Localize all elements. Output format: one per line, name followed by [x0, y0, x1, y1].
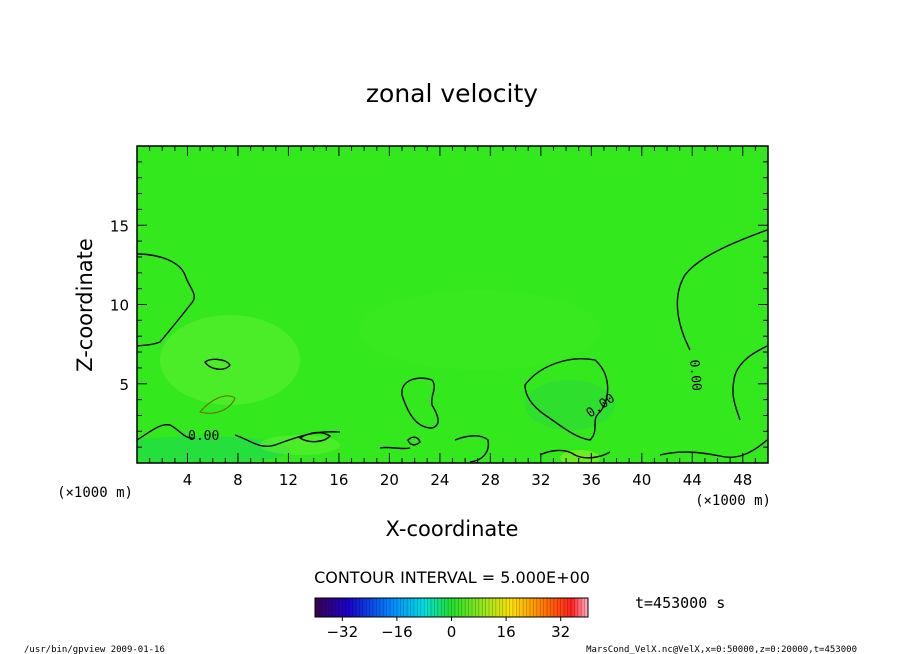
- contour-line: [732, 345, 768, 421]
- y-tick-label: 5: [119, 376, 129, 394]
- x-tick-label: 8: [233, 471, 243, 489]
- x-tick-label: 48: [733, 471, 752, 489]
- footer-right: MarsCond_VelX.nc@VelX,x=0:50000,z=0:2000…: [586, 645, 857, 654]
- chart-title: zonal velocity: [366, 79, 538, 108]
- x-tick-label: 24: [430, 471, 449, 489]
- x-tick-label: 36: [582, 471, 601, 489]
- y-axis: 5 10 15: [110, 145, 768, 464]
- colorbar-tick-label: −32: [326, 623, 358, 641]
- contour-lines: [137, 229, 768, 463]
- y-tick-label: 10: [110, 297, 129, 315]
- x-unit-label: (×1000 m): [695, 493, 771, 509]
- y-axis-label: Z-coordinate: [73, 238, 97, 372]
- x-tick-label: 20: [380, 471, 399, 489]
- contour-line: [454, 435, 490, 463]
- x-tick-label: 12: [279, 471, 298, 489]
- time-label: t=453000 s: [635, 594, 725, 612]
- field-patch: [160, 315, 300, 405]
- x-tick-label: 28: [481, 471, 500, 489]
- contour-line: [676, 229, 768, 351]
- x-tick-label: 4: [183, 471, 193, 489]
- field-patch: [360, 290, 600, 370]
- x-tick-label: 40: [632, 471, 651, 489]
- contour-line: [199, 395, 236, 414]
- contour-label: 0.00: [188, 429, 219, 444]
- contour-line: [137, 253, 195, 347]
- colorbar-tick-label: −16: [381, 623, 413, 641]
- contour-line: [524, 358, 609, 441]
- contour-line: [401, 377, 439, 429]
- contour-line: [298, 431, 332, 443]
- colorbar-tick-label: 0: [447, 623, 457, 641]
- colorbar-bands: [318, 598, 585, 617]
- x-tick-label: 32: [531, 471, 550, 489]
- colorbar-tick-label: 16: [497, 623, 516, 641]
- contour-label: 0.00: [686, 359, 704, 392]
- contour-line: [659, 439, 768, 458]
- contour-line: [379, 446, 411, 450]
- contour-line: [204, 358, 231, 370]
- x-tick-label: 16: [329, 471, 348, 489]
- colorbar-ticks: −32 −16 0 16 32: [326, 617, 570, 641]
- y-unit-label: (×1000 m): [57, 485, 133, 501]
- x-axis-label: X-coordinate: [386, 517, 519, 541]
- field-patch: [260, 435, 340, 455]
- contour-line: [407, 436, 421, 446]
- contour-line: [137, 424, 196, 441]
- contour-line: [539, 449, 611, 459]
- colorbar-tick-label: 32: [551, 623, 570, 641]
- plot-area: 0.00 0.00 0.00: [137, 146, 768, 463]
- contour-interval-text: CONTOUR INTERVAL = 5.000E+00: [314, 568, 590, 587]
- x-tick-label: 44: [683, 471, 702, 489]
- x-axis: 4 8 12 16 20 24 28 32 36 40 44 48: [136, 146, 769, 489]
- y-tick-label: 15: [110, 217, 129, 235]
- footer-left: /usr/bin/gpview 2009-01-16: [24, 645, 165, 654]
